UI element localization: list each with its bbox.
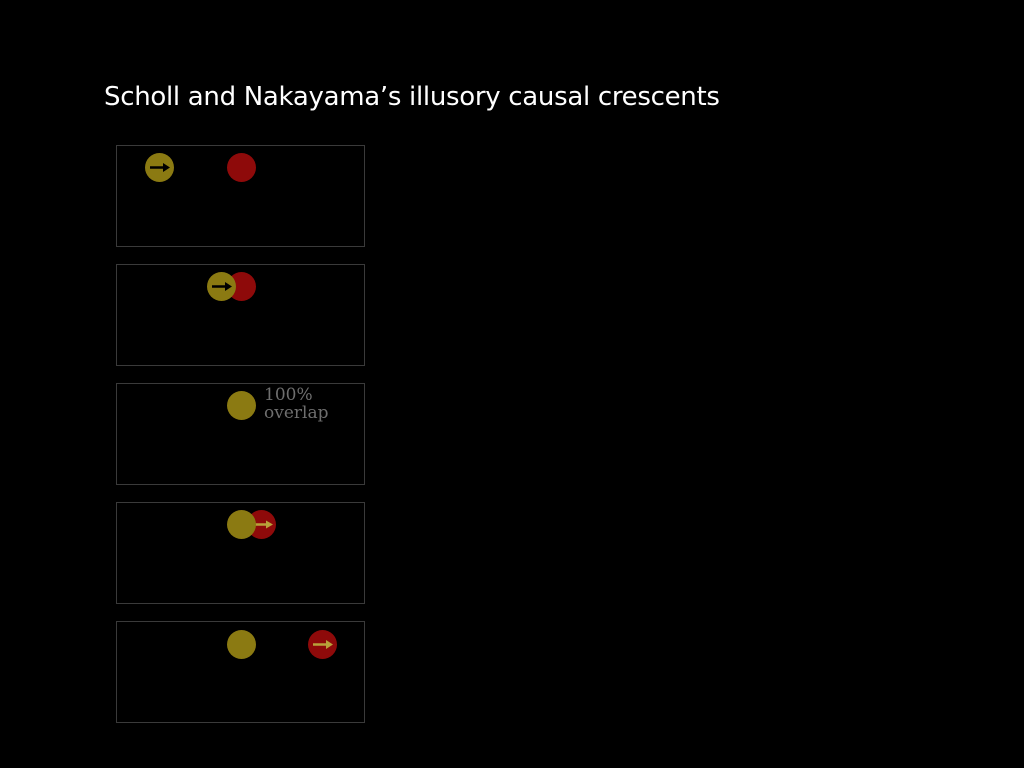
right-arrow-icon	[313, 640, 333, 649]
frame-5-launch	[116, 621, 365, 723]
overlap-label-line2: overlap	[264, 403, 329, 423]
frame-3-full-overlap: 100% overlap	[116, 383, 365, 485]
right-arrow-icon	[255, 520, 273, 529]
frame-4-emerge	[116, 502, 365, 604]
right-arrow-icon	[150, 163, 170, 172]
overlap-label-line1: 100%	[264, 385, 313, 405]
red-ball	[227, 153, 256, 182]
red-ball	[308, 630, 337, 659]
frame-1-approach	[116, 145, 365, 247]
frame-2-contact	[116, 264, 365, 366]
slide-title: Scholl and Nakayama’s illusory causal cr…	[104, 82, 720, 112]
yellow-ball	[227, 510, 256, 539]
overlap-label: 100% overlap	[264, 386, 328, 422]
yellow-ball	[207, 272, 236, 301]
yellow-ball	[227, 630, 256, 659]
right-arrow-icon	[212, 282, 232, 291]
yellow-ball	[145, 153, 174, 182]
yellow-ball	[227, 391, 256, 420]
